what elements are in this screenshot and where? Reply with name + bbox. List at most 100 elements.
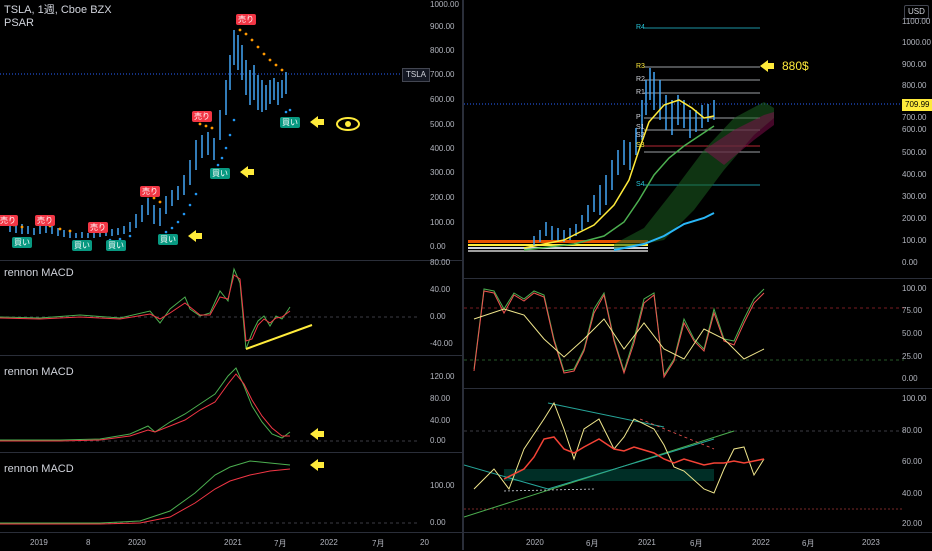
sell-badge: 売り (236, 14, 256, 25)
axis-tick: 700.00 (430, 70, 455, 79)
axis-tick: 50.00 (902, 329, 923, 338)
pane-separator[interactable] (0, 355, 462, 356)
axis-tick: 80.00 (902, 426, 923, 435)
macd-title: rennon MACD (4, 463, 74, 475)
axis-tick: 40.00 (902, 489, 923, 498)
axis-tick: 300.00 (902, 192, 927, 201)
axis-tick: 80.00 (430, 394, 451, 403)
axis-tick: 100.00 (902, 236, 927, 245)
axis-tick: 800.00 (430, 46, 455, 55)
pivot-label-s3: S3 (636, 142, 645, 149)
left-main-chart[interactable]: TSLA, 1週, Cboe BZX PSAR 売り 売り 売り 売り 売り 売… (0, 0, 462, 260)
macd-plot-2 (0, 367, 420, 442)
axis-tick: 0.00 (902, 374, 918, 383)
pivot-label-s2: S2 (636, 132, 645, 139)
pivot-label-p: P (636, 114, 641, 121)
axis-tick: 400.00 (902, 170, 927, 179)
pivot-label-s1: S1 (636, 124, 645, 131)
axis-tick: 0.00 (430, 312, 446, 321)
time-tick: 6月 (690, 539, 703, 548)
axis-tick: 900.00 (430, 22, 455, 31)
time-tick: 20 (420, 538, 429, 547)
time-tick: 2020 (128, 538, 146, 547)
axis-tick: 40.00 (430, 285, 451, 294)
axis-tick: 1000.00 (902, 38, 931, 47)
axis-tick: 0.00 (902, 258, 918, 267)
left-time-axis[interactable]: 2019 8 2020 2021 7月 2022 7月 20 (0, 532, 462, 551)
right-main-chart[interactable]: R4 R3 R2 R1 P S1 S2 S3 S4 880$ USD 709.9… (464, 0, 932, 278)
pivot-label-s4: S4 (636, 181, 645, 188)
axis-tick: 20.00 (902, 519, 923, 528)
symbol-tag: TSLA (402, 68, 431, 82)
left-chart-title: TSLA, 1週, Cboe BZX (4, 4, 112, 16)
pivot-label-r3: R3 (636, 63, 645, 70)
sell-badge: 売り (192, 111, 212, 122)
rsi-plot (464, 401, 904, 518)
annotation-layer (188, 116, 360, 242)
chart-divider[interactable] (462, 0, 464, 550)
pivot-label-r2: R2 (636, 76, 645, 83)
time-tick: 2022 (752, 538, 770, 547)
time-tick: 2023 (862, 538, 880, 547)
pane-separator[interactable] (464, 388, 932, 389)
left-chart-indicator: PSAR (4, 17, 34, 29)
right-price-plot (464, 27, 904, 252)
axis-tick: 100.00 (430, 218, 455, 227)
time-tick: 8 (86, 538, 91, 547)
axis-tick: 60.00 (902, 457, 923, 466)
rsi-pane[interactable]: 100.00 80.00 60.00 40.00 20.00 (464, 389, 932, 532)
axis-tick: 80.00 (430, 258, 451, 267)
axis-tick: 0.00 (430, 518, 446, 527)
macd-pane-3[interactable]: rennon MACD 100.00 0.00 (0, 453, 462, 532)
sell-badge: 売り (35, 215, 55, 226)
buy-badge: 買い (12, 237, 32, 248)
buy-badge: 買い (72, 240, 92, 251)
axis-tick: 1100.00 (902, 17, 931, 26)
buy-badge: 買い (106, 240, 126, 251)
buy-badge: 買い (210, 168, 230, 179)
time-tick: 6月 (586, 539, 599, 548)
macd-title: rennon MACD (4, 267, 74, 279)
stoch-pane[interactable]: 100.00 75.00 50.00 25.00 0.00 (464, 279, 932, 388)
axis-tick: 120.00 (430, 372, 455, 381)
axis-tick: 0.00 (430, 242, 446, 251)
macd-pane-1[interactable]: rennon MACD 80.00 40.00 0.00 -40.00 (0, 258, 462, 355)
stoch-plot (464, 288, 904, 379)
currency-label[interactable]: USD (904, 5, 929, 19)
time-tick: 2020 (526, 538, 544, 547)
time-tick: 2022 (320, 538, 338, 547)
axis-tick: 500.00 (902, 148, 927, 157)
pivot-label-r4: R4 (636, 24, 645, 31)
macd-pane-2[interactable]: rennon MACD 120.00 80.00 40.00 0.00 (0, 356, 462, 452)
axis-tick: 600.00 (430, 95, 455, 104)
axis-tick: 900.00 (902, 60, 927, 69)
axis-tick: 100.00 (902, 394, 927, 403)
sell-badge: 売り (88, 222, 108, 233)
time-tick: 2021 (224, 538, 242, 547)
macd-plot-1 (0, 267, 420, 350)
macd-plot-3 (0, 459, 420, 525)
pane-separator[interactable] (0, 452, 462, 453)
axis-tick: 300.00 (430, 168, 455, 177)
pivot-label-r1: R1 (636, 89, 645, 96)
axis-tick: 1000.00 (430, 0, 459, 9)
axis-tick: 100.00 (902, 284, 927, 293)
sell-badge: 売り (140, 186, 160, 197)
time-tick: 2021 (638, 538, 656, 547)
pane-separator[interactable] (0, 260, 462, 261)
target-label: 880$ (782, 59, 809, 73)
sell-badge: 売り (0, 215, 18, 226)
time-tick: 7月 (372, 539, 385, 548)
axis-tick: 0.00 (430, 436, 446, 445)
axis-tick: 400.00 (430, 144, 455, 153)
axis-tick: 200.00 (430, 193, 455, 202)
buy-badge: 買い (158, 234, 178, 245)
time-tick: 2019 (30, 538, 48, 547)
pane-separator[interactable] (464, 278, 932, 279)
axis-tick: 500.00 (430, 120, 455, 129)
axis-tick: -40.00 (430, 339, 453, 348)
right-time-axis[interactable]: 2020 6月 2021 6月 2022 6月 2023 (464, 532, 932, 551)
last-price-tag: 709.99 (902, 99, 932, 111)
axis-tick: 200.00 (902, 214, 927, 223)
axis-tick: 100.00 (430, 481, 455, 490)
